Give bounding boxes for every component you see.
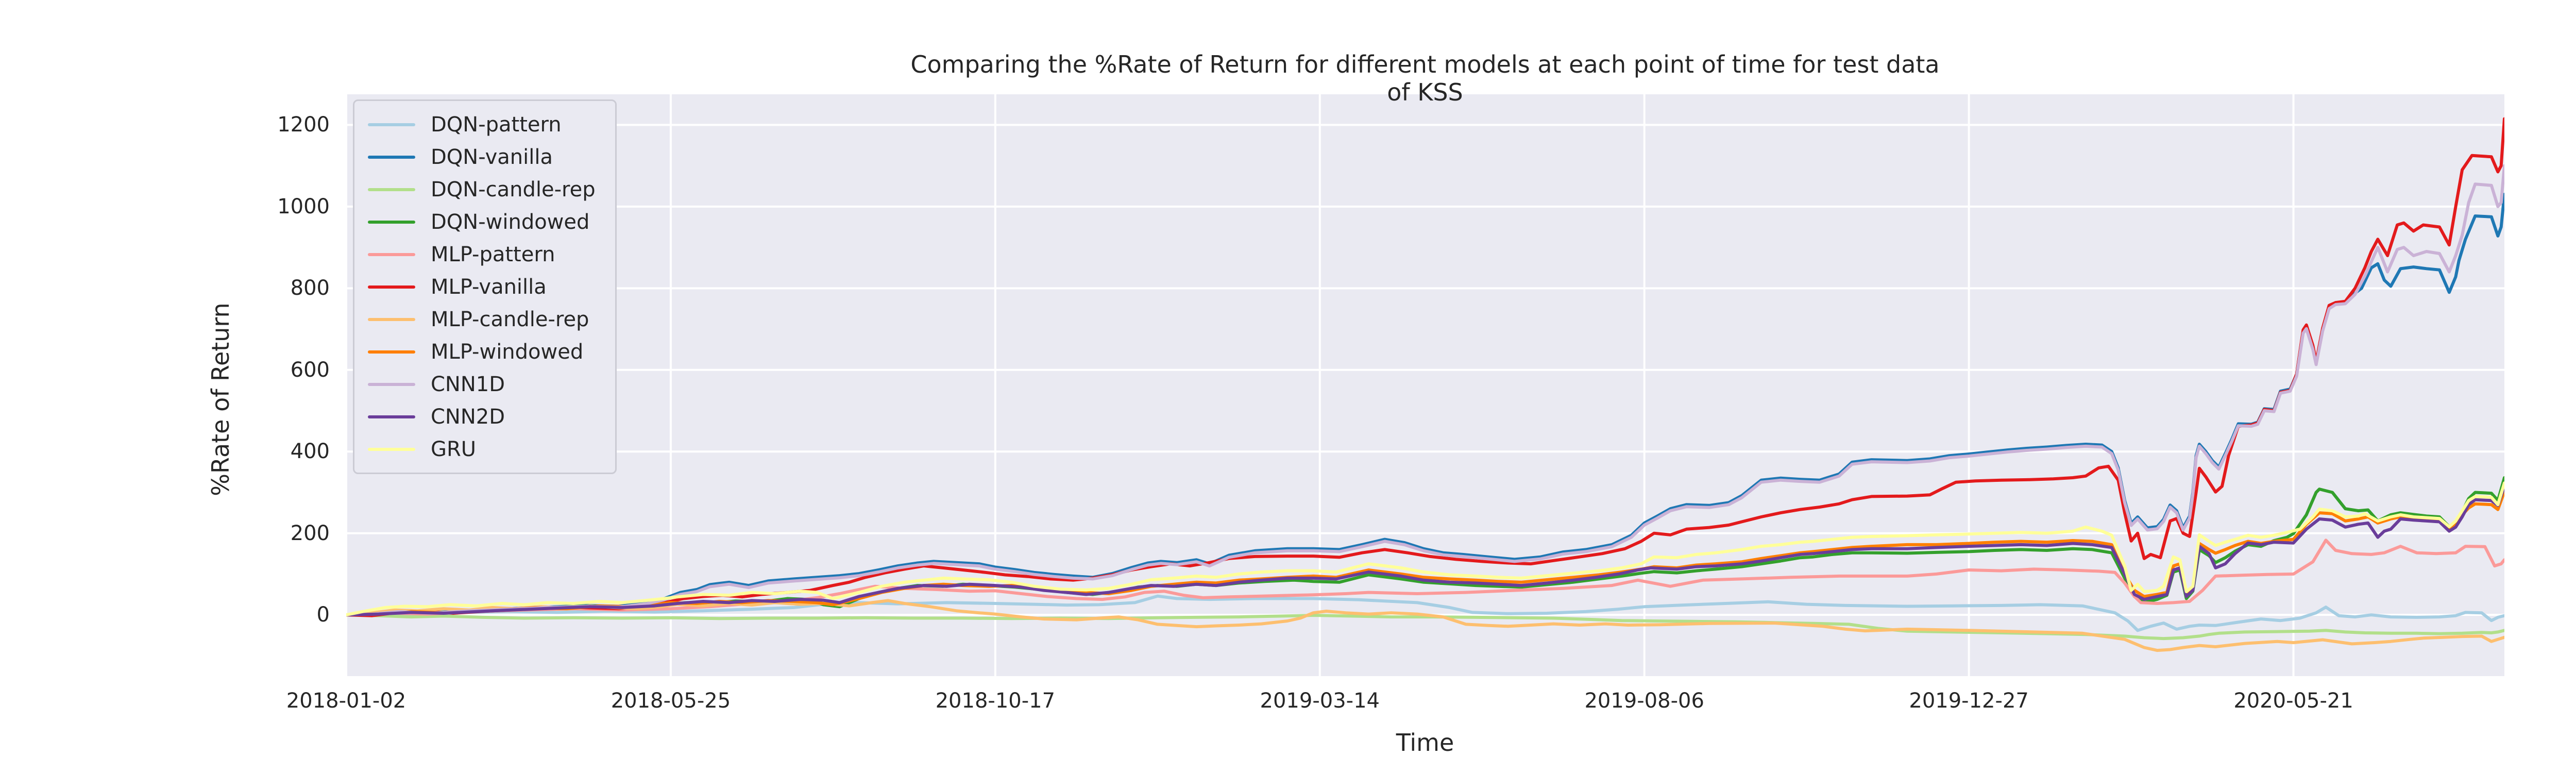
legend-label: MLP-candle-rep	[431, 307, 589, 331]
series-line-CNN2D	[346, 485, 2504, 617]
legend-swatch-DQN-windowed	[368, 220, 415, 224]
x-tick-label: 2018-10-17	[935, 689, 1056, 713]
legend-swatch-CNN2D	[368, 415, 415, 418]
legend-label: CNN1D	[431, 372, 505, 396]
legend-swatch-MLP-vanilla	[368, 285, 415, 289]
legend-label: DQN-windowed	[431, 210, 590, 234]
legend-label: MLP-pattern	[431, 242, 555, 266]
legend-item-DQN-vanilla: DQN-vanilla	[368, 141, 596, 173]
legend-swatch-MLP-pattern	[368, 253, 415, 256]
y-tick-label: 800	[290, 276, 330, 300]
x-tick-label: 2018-05-25	[611, 689, 731, 713]
series-line-GRU	[346, 481, 2504, 617]
chart-title: Comparing the %Rate of Return for differ…	[910, 51, 1940, 106]
legend-item-DQN-pattern: DQN-pattern	[368, 108, 596, 141]
x-axis-label: Time	[1396, 729, 1454, 757]
y-tick-label: 0	[316, 603, 330, 627]
legend-item-DQN-windowed: DQN-windowed	[368, 206, 596, 238]
legend-swatch-DQN-candle-rep	[368, 188, 415, 191]
x-tick-label: 2018-01-02	[286, 689, 406, 713]
legend-item-CNN2D: CNN2D	[368, 400, 596, 433]
y-tick-label: 1000	[277, 194, 330, 219]
legend-label: CNN2D	[431, 405, 505, 429]
legend-label: MLP-vanilla	[431, 275, 547, 299]
legend-swatch-CNN1D	[368, 382, 415, 386]
legend-label: DQN-vanilla	[431, 145, 553, 169]
series-line-CNN1D	[346, 164, 2504, 617]
legend-swatch-DQN-vanilla	[368, 155, 415, 159]
legend-label: MLP-windowed	[431, 340, 584, 364]
legend-label: DQN-pattern	[431, 112, 562, 137]
y-tick-label: 200	[290, 521, 330, 545]
x-tick-label: 2019-08-06	[1584, 689, 1704, 713]
legend-label: DQN-candle-rep	[431, 177, 596, 201]
legend-item-DQN-candle-rep: DQN-candle-rep	[368, 173, 596, 206]
x-tick-label: 2019-12-27	[1909, 689, 2029, 713]
legend-label: GRU	[431, 437, 477, 461]
series-line-MLP-candle-rep	[346, 599, 2504, 652]
legend-item-MLP-vanilla: MLP-vanilla	[368, 271, 596, 303]
legend-item-MLP-pattern: MLP-pattern	[368, 238, 596, 271]
x-tick-label: 2019-03-14	[1260, 689, 1380, 713]
legend-swatch-MLP-windowed	[368, 350, 415, 354]
legend-swatch-DQN-pattern	[368, 123, 415, 126]
y-tick-label: 400	[290, 440, 330, 464]
series-line-DQN-candle-rep	[346, 613, 2504, 641]
legend-item-MLP-windowed: MLP-windowed	[368, 335, 596, 368]
series-line-MLP-pattern	[346, 539, 2504, 617]
legend-item-GRU: GRU	[368, 433, 596, 465]
y-tick-label: 600	[290, 358, 330, 382]
legend: DQN-pattern DQN-vanilla DQN-candle-rep DQN-…	[353, 99, 617, 474]
y-tick-label: 1200	[277, 113, 330, 137]
x-tick-label: 2020-05-21	[2233, 689, 2353, 713]
legend-item-CNN1D: CNN1D	[368, 368, 596, 400]
legend-item-MLP-candle-rep: MLP-candle-rep	[368, 303, 596, 335]
legend-swatch-MLP-candle-rep	[368, 317, 415, 321]
legend-swatch-GRU	[368, 447, 415, 451]
